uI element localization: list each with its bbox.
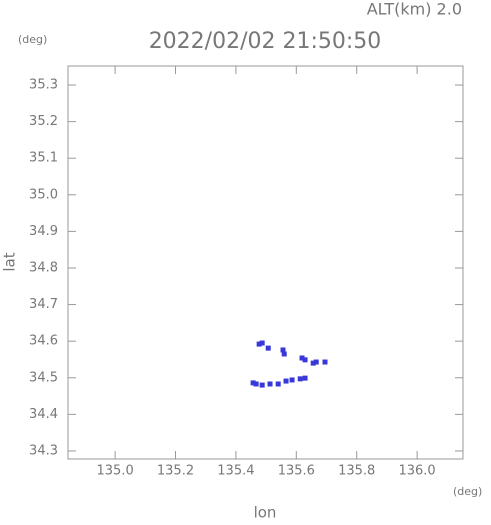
point [256, 341, 262, 347]
x-tick-label: 135.0 [97, 464, 134, 479]
y-tick-label: 34.5 [29, 370, 58, 385]
point [280, 347, 286, 353]
y-tick-label: 34.4 [29, 407, 58, 422]
x-unit: (deg) [453, 485, 482, 498]
point [281, 351, 287, 357]
point [259, 340, 265, 346]
x-tick-label: 135.4 [217, 464, 254, 479]
y-tick-label: 34.9 [29, 224, 58, 239]
plot-frame [67, 65, 464, 460]
x-tick-label: 135.8 [338, 464, 375, 479]
point [322, 359, 328, 365]
point [313, 359, 319, 365]
y-tick-label: 34.7 [29, 297, 58, 312]
chart-title: 2022/02/02 21:50:50 [149, 29, 382, 54]
x-tick-label: 135.2 [157, 464, 194, 479]
point [275, 381, 281, 387]
x-tick-label: 135.6 [278, 464, 315, 479]
point [265, 345, 271, 351]
point [267, 381, 273, 387]
altitude: ALT(km) 2.0 [367, 0, 462, 19]
point [250, 380, 256, 386]
y-tick-label: 35.0 [29, 187, 58, 202]
y-tick-label: 35.1 [29, 151, 58, 166]
point [297, 376, 303, 382]
point [310, 360, 316, 366]
point [302, 375, 308, 381]
point [259, 382, 265, 388]
x-tick-label: 136.0 [398, 464, 435, 479]
x-axis-label: lon [254, 504, 277, 522]
y-axis-label: lat [1, 252, 19, 271]
point [253, 381, 259, 387]
point [302, 357, 308, 363]
y-tick-label: 35.3 [29, 78, 58, 93]
y-tick-label: 35.2 [29, 114, 58, 129]
y-tick-label: 34.3 [29, 443, 58, 458]
point [283, 378, 289, 384]
y-tick-label: 34.8 [29, 260, 58, 275]
y-unit: (deg) [18, 33, 47, 46]
point [289, 377, 295, 383]
y-tick-label: 34.6 [29, 334, 58, 349]
point [299, 355, 305, 361]
